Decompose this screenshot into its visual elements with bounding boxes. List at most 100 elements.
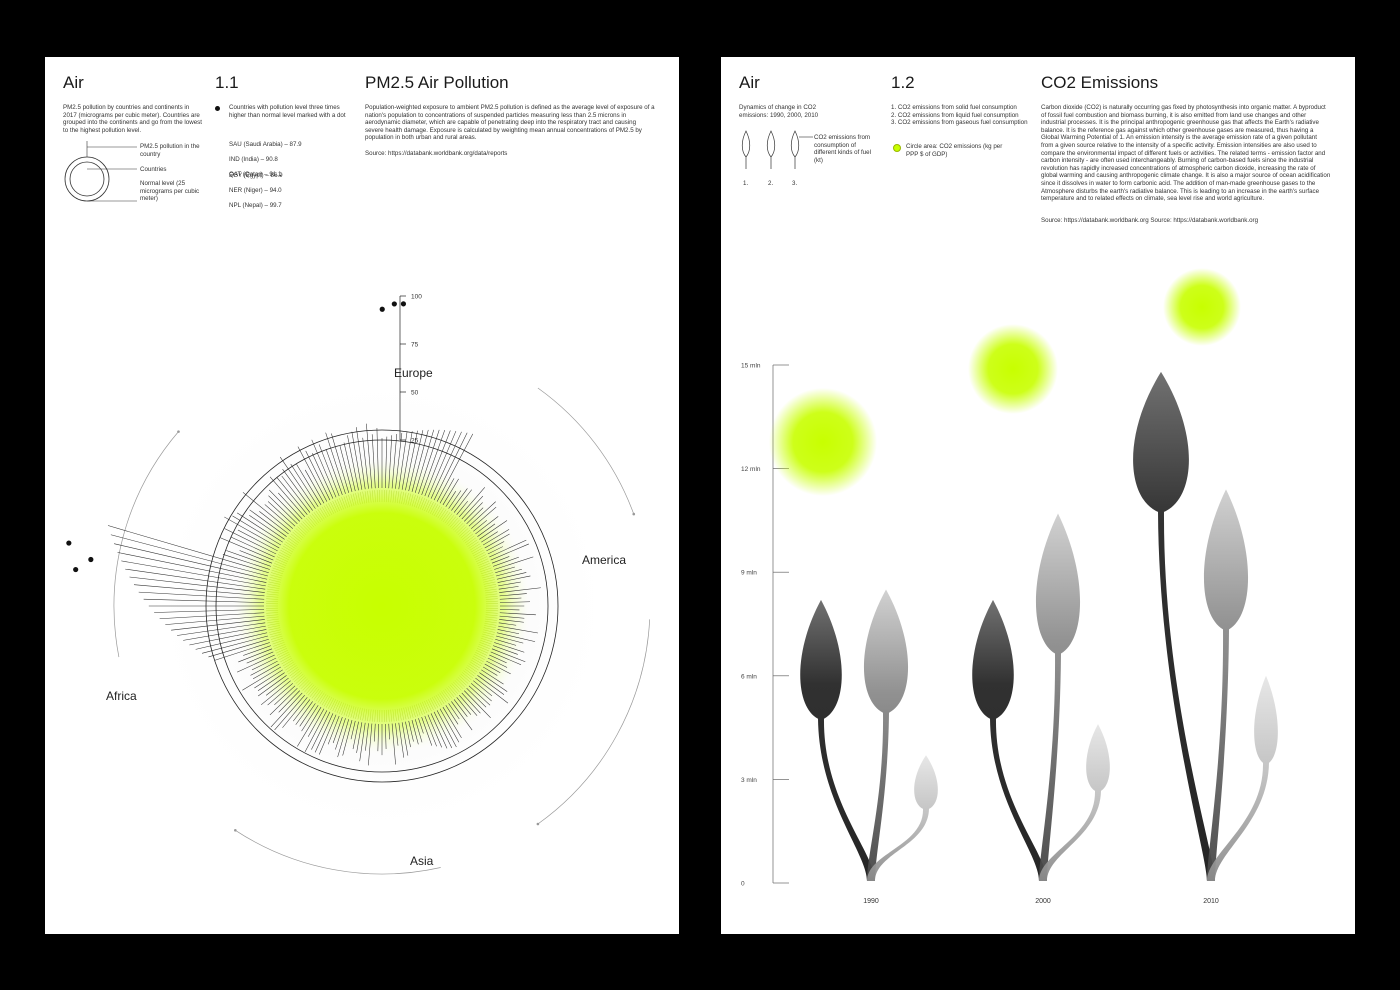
country-bar [466,688,487,708]
country-bar [418,718,424,734]
country-bar [388,435,393,489]
emission-petal [1133,371,1215,881]
scale-tick-label: 50 [411,390,419,397]
highlight-item: SAU (Saudi Arabia) – 87.9 [229,140,302,148]
country-bar [376,428,379,489]
country-bar [486,541,505,552]
country-bar [453,699,468,717]
country-bar [269,688,298,716]
country-bar [421,717,433,746]
country-bar [388,723,390,740]
country-bar [347,435,359,491]
country-bar [371,434,376,489]
country-bar [318,444,340,497]
country-bar [456,500,468,515]
country-bar [487,657,508,668]
country-bar [254,669,283,689]
country-bar [117,552,267,583]
country-bar [499,615,525,619]
country-bar [242,492,291,532]
radial-chart: 25 50 75 100 [66,294,651,875]
petal-number-3: 3. [792,180,798,187]
country-bar [421,429,446,495]
country-bar [319,714,337,755]
country-bar [311,711,331,750]
country-bar [226,550,271,567]
country-bar [489,654,507,664]
country-bar [224,516,280,549]
country-bar [208,638,269,658]
country-bar [297,706,322,747]
country-bar [143,598,265,603]
emission-petal [800,599,875,881]
country-bar [299,703,316,727]
country-bar [436,710,457,748]
country-bar [494,642,525,653]
country-bar [475,516,499,535]
chart-title: PM2.5 Air Pollution [365,73,509,92]
country-bar [430,713,448,749]
country-bar [497,629,520,635]
country-bar [482,666,498,676]
country-bar [274,694,305,731]
country-bar [267,501,296,527]
country-bar [481,531,498,543]
description-text: Population-weighted exposure to ambient … [365,104,655,142]
country-bar [260,680,291,706]
country-bar [433,432,468,501]
country-bar [201,635,268,654]
country-bar [325,432,346,494]
arrow-head [234,828,237,832]
country-bar [237,529,278,552]
country-bar [270,692,303,728]
section-label: Air [63,73,84,92]
country-bar [473,520,488,532]
source-text: Source: https://databank.worldbank.org S… [1041,217,1259,224]
country-bar [154,609,265,613]
chart-number: 1.1 [215,73,239,92]
emission-petal [867,755,938,881]
country-bar [448,490,462,509]
country-bar [424,430,451,497]
country-bar [332,717,343,744]
country-bar [468,685,491,706]
country-bar [439,708,460,743]
fuel-list: 1. CO2 emissions from solid fuel consump… [891,104,1028,127]
country-bar [459,487,486,518]
country-bar [264,504,294,529]
x-tick-label: 2010 [1203,898,1219,905]
country-bar [377,723,379,752]
country-bar [368,723,373,766]
y-tick-label: 6 mln [741,673,757,680]
country-bar [259,511,289,535]
legend-diagram [64,141,137,202]
dot-icon [215,106,220,111]
country-bar [484,533,510,549]
country-bar [448,703,460,720]
emission-petal [972,599,1047,881]
country-bar [304,710,328,752]
country-bar [312,453,334,499]
country-bar [236,512,283,543]
country-bar [350,720,356,740]
country-bar [499,597,522,600]
country-bar [351,431,363,490]
intensity-circle [1163,268,1241,346]
country-bar [473,680,493,697]
country-bar [498,581,521,587]
country-bar [453,489,472,513]
country-bar [297,446,328,502]
country-bar [493,556,519,567]
country-bar [107,525,269,574]
country-bar [499,587,541,593]
country-bar [265,677,289,696]
country-bar [129,576,265,593]
y-tick-label: 15 mln [741,363,761,370]
country-bar [282,468,313,511]
country-bar [305,450,331,501]
country-bar [445,491,457,507]
country-bar [491,648,526,663]
circle-legend-icon [893,144,901,152]
country-bar [451,701,473,731]
highlight-item: EGY (Egypt) – 86.9 [229,171,283,179]
